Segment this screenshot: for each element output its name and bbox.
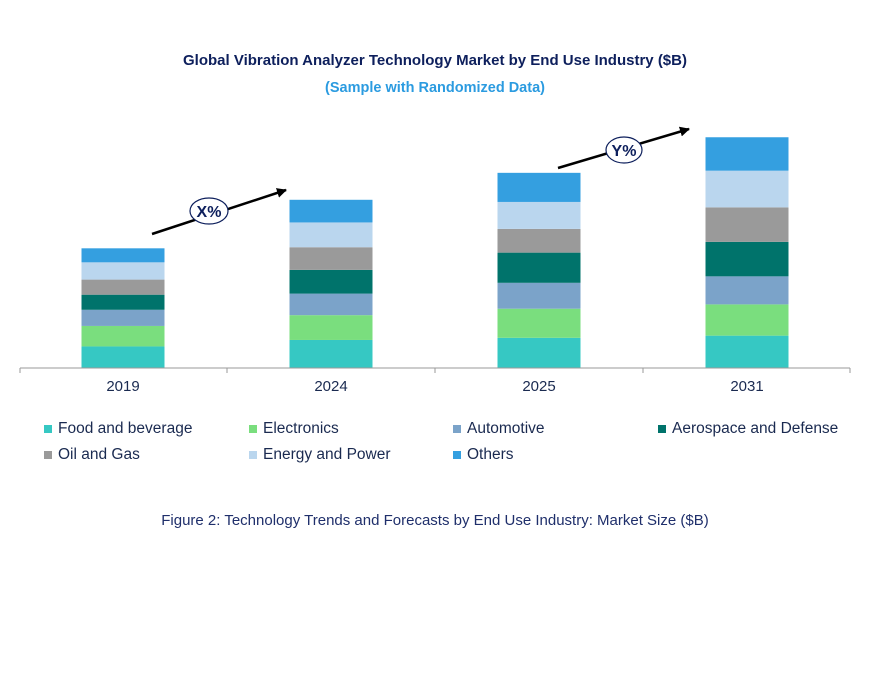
legend-label: Automotive xyxy=(467,420,545,437)
legend-item-oil-and-gas: Oil and Gas xyxy=(44,446,140,464)
bar-2025-oil-and-gas xyxy=(497,228,581,253)
chart-subtitle: (Sample with Randomized Data) xyxy=(325,80,545,96)
x-tick-label-2019: 2019 xyxy=(106,378,139,395)
bar-2019-automotive xyxy=(81,309,165,326)
legend-swatch xyxy=(249,425,257,433)
legend-item-others: Others xyxy=(453,446,514,464)
bar-2025-energy-and-power xyxy=(497,201,581,229)
legend-swatch xyxy=(249,451,257,459)
bar-2031-automotive xyxy=(705,276,789,305)
bar-2031-electronics xyxy=(705,304,789,336)
legend-item-electronics: Electronics xyxy=(249,420,339,438)
bar-2024-aerospace-and-defense xyxy=(289,269,373,294)
legend-swatch xyxy=(44,425,52,433)
bar-2031-food-and-beverage xyxy=(705,335,789,368)
figure-caption: Figure 2: Technology Trends and Forecast… xyxy=(161,512,709,529)
bar-2025-automotive xyxy=(497,282,581,309)
bar-2019-others xyxy=(81,248,165,263)
growth-badge-1 xyxy=(189,197,229,225)
legend-swatch xyxy=(453,425,461,433)
bar-2019-aerospace-and-defense xyxy=(81,294,165,310)
legend-item-food-and-beverage: Food and beverage xyxy=(44,420,192,438)
bar-2024-food-and-beverage xyxy=(289,339,373,368)
chart-title: Global Vibration Analyzer Technology Mar… xyxy=(183,52,687,69)
bar-2024-electronics xyxy=(289,315,373,340)
bar-2024-others xyxy=(289,199,373,223)
legend-swatch xyxy=(44,451,52,459)
bar-2024-energy-and-power xyxy=(289,222,373,248)
x-tick-label-2031: 2031 xyxy=(730,378,763,395)
legend-label: Electronics xyxy=(263,420,339,437)
legend-label: Aerospace and Defense xyxy=(672,420,839,437)
bar-2019-energy-and-power xyxy=(81,262,165,280)
bar-2024-oil-and-gas xyxy=(289,247,373,270)
growth-badge-2 xyxy=(605,136,643,164)
legend-item-energy-and-power: Energy and Power xyxy=(249,446,391,464)
bar-2025-others xyxy=(497,172,581,202)
growth-label-1: X% xyxy=(197,204,222,221)
legend-label: Food and beverage xyxy=(58,420,193,437)
bar-2024-automotive xyxy=(289,293,373,316)
legend-label: Energy and Power xyxy=(263,446,391,463)
legend-swatch xyxy=(658,425,666,433)
legend-swatch xyxy=(453,451,461,459)
legend-label: Others xyxy=(467,446,514,463)
bar-2031-energy-and-power xyxy=(705,170,789,208)
bar-2031-aerospace-and-defense xyxy=(705,241,789,277)
bar-2025-electronics xyxy=(497,308,581,338)
x-tick-label-2024: 2024 xyxy=(314,378,347,395)
legend-item-aerospace-and-defense: Aerospace and Defense xyxy=(658,420,838,438)
bar-2019-food-and-beverage xyxy=(81,346,165,368)
bar-2025-aerospace-and-defense xyxy=(497,252,581,283)
legend-item-automotive: Automotive xyxy=(453,420,545,438)
bar-2031-others xyxy=(705,137,789,171)
bar-2019-oil-and-gas xyxy=(81,279,165,295)
bar-2025-food-and-beverage xyxy=(497,337,581,368)
bar-2031-oil-and-gas xyxy=(705,207,789,242)
legend-label: Oil and Gas xyxy=(58,446,140,463)
bar-2019-electronics xyxy=(81,325,165,347)
growth-label-2: Y% xyxy=(612,143,637,160)
x-tick-label-2025: 2025 xyxy=(522,378,555,395)
